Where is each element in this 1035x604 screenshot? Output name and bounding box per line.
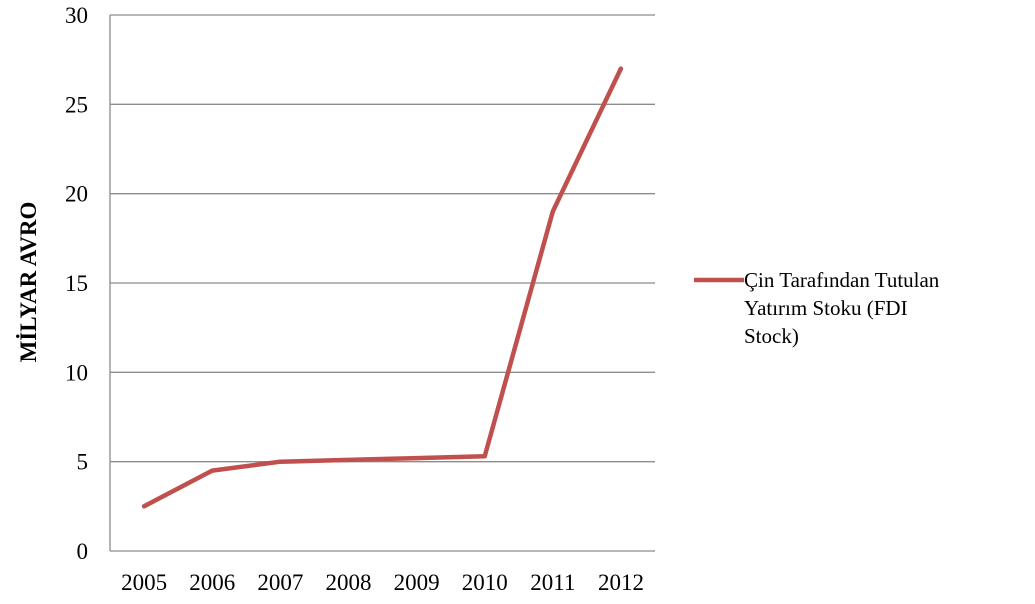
y-tick-label: 20 [65,182,88,207]
y-tick-label: 5 [77,450,89,475]
y-tick-label: 25 [65,92,88,117]
y-tick-label: 10 [65,360,88,385]
gridlines [109,14,655,552]
series-line [141,66,624,509]
legend-label: Çin Tarafından Tutulan Yatırım Stoku (FDI… [744,268,940,348]
y-tick-label: 15 [65,271,88,296]
x-tick-label: 2010 [462,570,508,595]
x-tick-label: 2007 [257,570,303,595]
y-tick-label: 0 [77,539,89,564]
y-axis-label: MİLYAR AVRO [16,202,41,363]
x-tick-label: 2009 [394,570,440,595]
x-tick-label: 2006 [189,570,235,595]
x-tick-labels: 2005 2006 2007 2008 2009 2010 2011 2012 [121,570,644,595]
y-tick-labels: 0 5 10 15 20 25 30 [65,3,88,564]
x-tick-label: 2012 [598,570,644,595]
x-tick-label: 2005 [121,570,167,595]
y-tick-label: 30 [65,3,88,28]
x-tick-label: 2011 [530,570,575,595]
x-tick-label: 2008 [325,570,371,595]
series-group [141,66,624,509]
legend: Çin Tarafından Tutulan Yatırım Stoku (FDI… [694,268,940,348]
